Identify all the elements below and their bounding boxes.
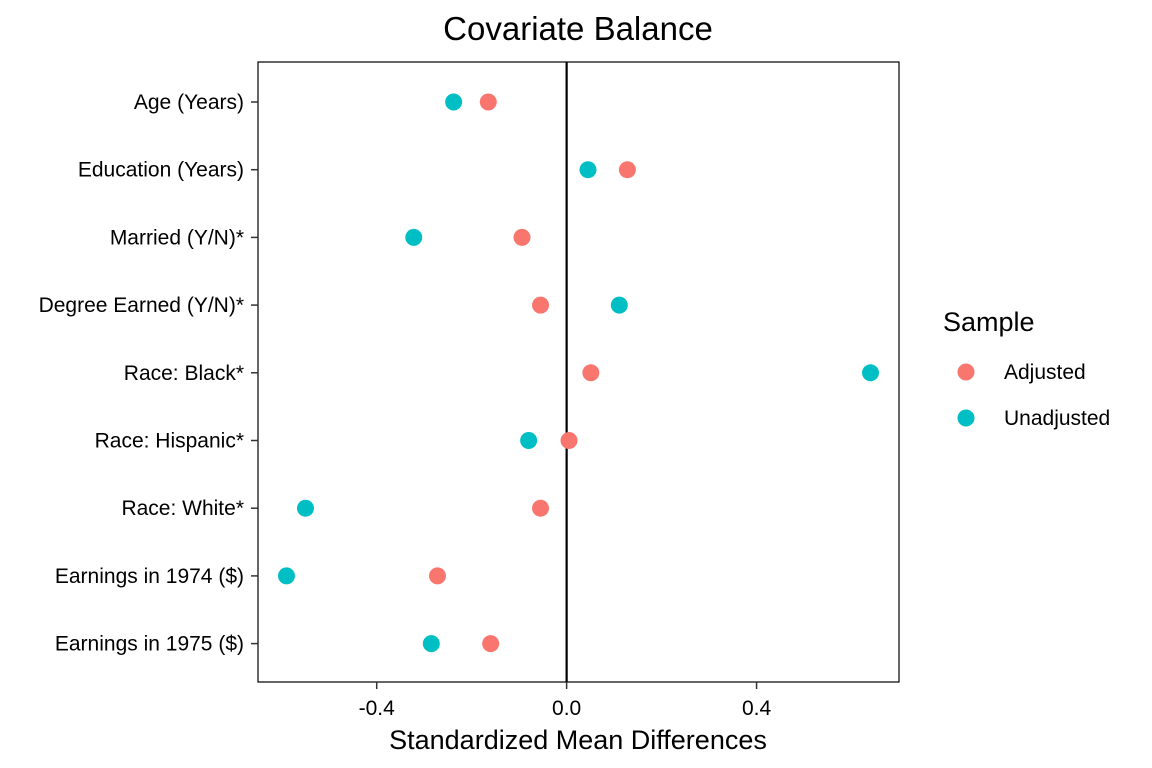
y-tick-label: Education (Years): [78, 159, 244, 182]
point-adjusted: [482, 635, 500, 653]
point-adjusted: [513, 228, 531, 246]
y-tick-label: Married (Y/N)*: [110, 226, 244, 249]
point-adjusted: [560, 432, 578, 449]
x-tick-label: 0.4: [742, 697, 772, 720]
point-unadjusted: [296, 499, 314, 517]
x-tick-label: -0.4: [359, 697, 396, 720]
x-axis-title: Standardized Mean Differences: [389, 725, 767, 755]
legend-label: Unadjusted: [1004, 407, 1110, 430]
y-tick-label: Earnings in 1975 ($): [55, 633, 244, 656]
y-tick-label: Race: Hispanic*: [95, 430, 244, 453]
point-unadjusted: [862, 364, 880, 382]
point-adjusted: [532, 499, 550, 517]
y-tick-label: Race: Black*: [124, 362, 244, 385]
point-adjusted: [479, 93, 497, 111]
point-unadjusted: [422, 635, 440, 653]
legend: Sample Adjusted Unadjusted: [943, 307, 1110, 430]
point-adjusted: [532, 296, 550, 314]
point-adjusted: [582, 364, 600, 382]
point-unadjusted: [445, 93, 463, 111]
legend-title: Sample: [943, 307, 1035, 337]
legend-key-unadjusted: [957, 409, 975, 427]
legend-label: Adjusted: [1004, 361, 1086, 384]
y-tick-label: Race: White*: [121, 497, 244, 520]
y-axis: Age (Years) Education (Years) Married (Y/N…: [39, 91, 258, 656]
legend-key-adjusted: [957, 363, 975, 381]
chart-title: Covariate Balance: [443, 10, 713, 47]
point-adjusted: [618, 161, 636, 179]
y-tick-label: Degree Earned (Y/N)*: [39, 294, 244, 317]
plot-panel: [257, 61, 900, 683]
point-unadjusted: [579, 161, 597, 179]
y-tick-label: Earnings in 1974 ($): [55, 565, 244, 588]
point-unadjusted: [520, 432, 538, 449]
x-axis: -0.4 0.0 0.4: [359, 682, 772, 720]
data-points: [277, 93, 880, 653]
y-tick-label: Age (Years): [134, 91, 244, 114]
point-unadjusted: [405, 228, 423, 246]
x-tick-label: 0.0: [552, 697, 581, 720]
point-unadjusted: [277, 567, 295, 585]
point-adjusted: [428, 567, 446, 585]
point-unadjusted: [610, 296, 628, 314]
